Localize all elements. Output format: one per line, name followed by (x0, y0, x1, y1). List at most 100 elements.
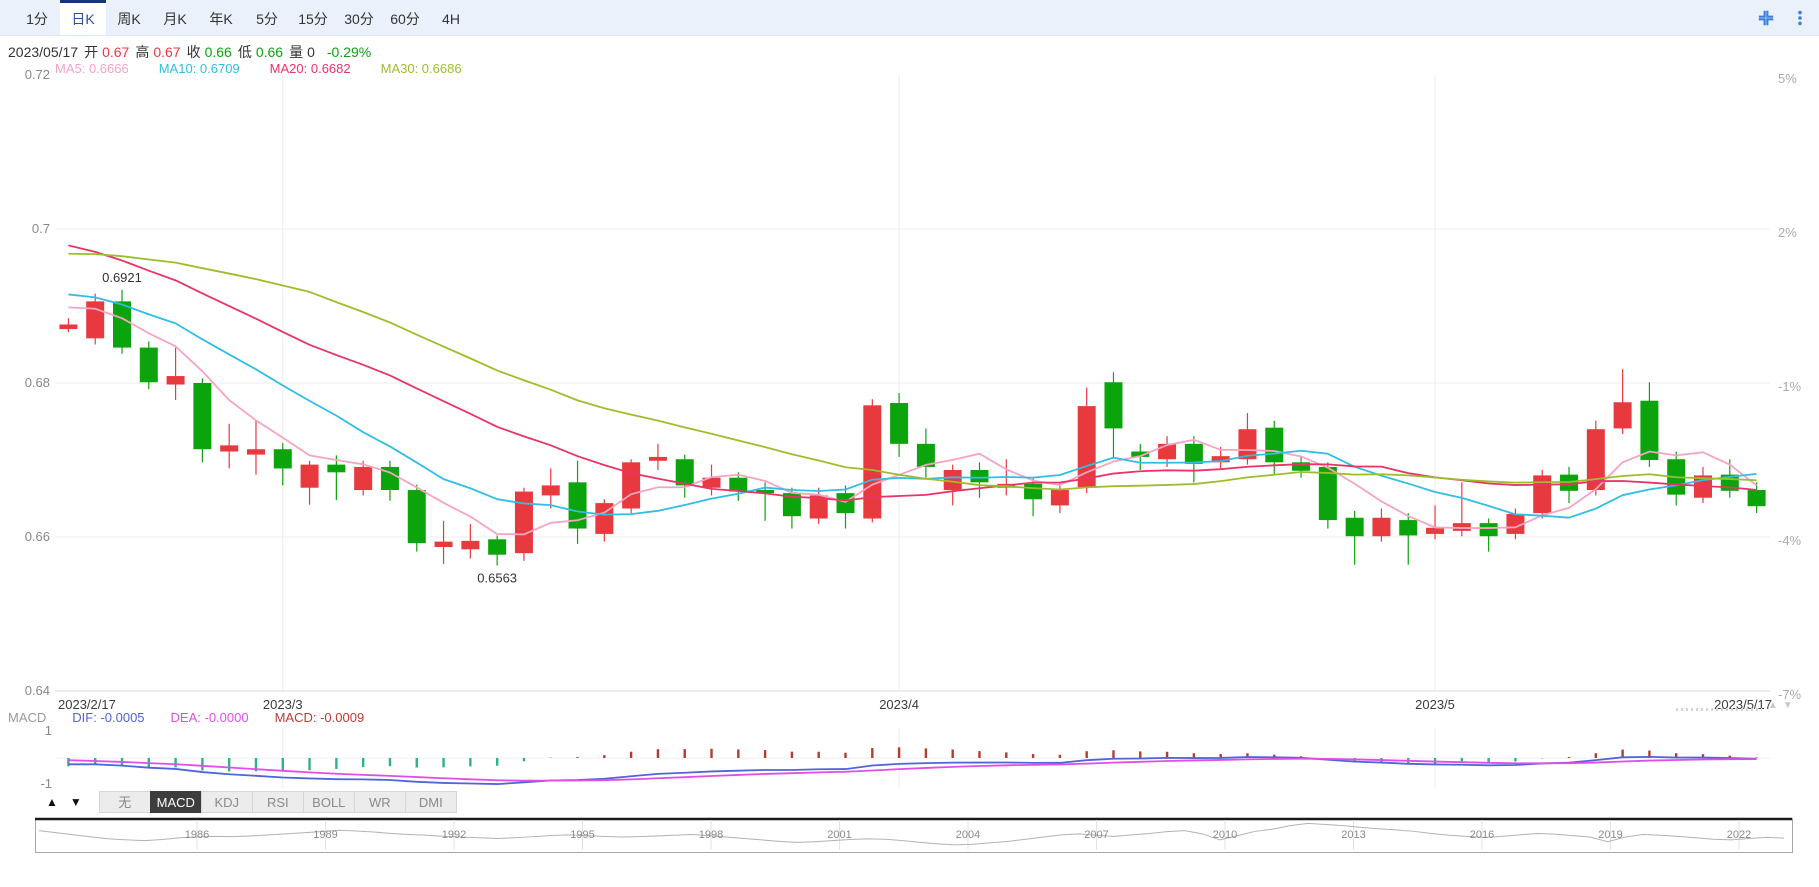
macd-scale-bottom: -1 (40, 776, 52, 791)
indicator-tab-MACD[interactable]: MACD (149, 791, 202, 813)
macd-legend: MACD DIF: -0.0005 DEA: -0.0000 MACD: -0.000… (8, 710, 416, 725)
x-tick: 2023/3 (262, 697, 303, 712)
annotation-0.6921: 0.6921 (102, 270, 142, 285)
ma5-legend: MA5: 0.6666 (55, 61, 129, 76)
candles: 0.6921 0.6563 (59, 270, 1766, 585)
timeframe-toolbar: 1分 日K 周K 月K 年K 5分 15分 30分 60分 4H (0, 0, 1819, 36)
nav-year-2010: 2010 (1212, 829, 1238, 841)
indicator-tab-KDJ[interactable]: KDJ (200, 791, 253, 813)
indicator-tabs: 无 MACD KDJ RSI BOLL WR DMI (98, 791, 457, 813)
macd-panel (55, 747, 1770, 785)
quote-change: -0.29% (326, 44, 372, 60)
ma20-line (68, 244, 1757, 502)
annotation-0.6563: 0.6563 (477, 570, 517, 585)
nav-year-2019: 2019 (1598, 829, 1623, 841)
dea-line (68, 757, 1757, 782)
nav-year-1995: 1995 (570, 829, 595, 841)
kebab-menu-icon[interactable] (1791, 9, 1809, 27)
timeframe-tab-9[interactable]: 60分 (390, 11, 420, 27)
ma5-line (68, 306, 1758, 536)
quote-summary: 2023/05/17 开 0.67 高 0.67 收 0.66 低 0.66 量 0 -0.29% (8, 42, 377, 62)
nav-year-1992: 1992 (441, 829, 467, 841)
price-tick: 0.64 (24, 683, 50, 698)
price-tick: 0.7 (31, 221, 50, 236)
nav-year-2022: 2022 (1726, 829, 1752, 841)
timeframe-tab-1[interactable]: 1分 (26, 11, 48, 27)
zoom-in-arrow[interactable]: ▲ (1768, 700, 1783, 711)
history-navigator[interactable] (35, 817, 1793, 853)
indicator-tab-BOLL[interactable]: BOLL (302, 791, 355, 813)
x-tick: 2023/4 (879, 697, 919, 712)
quote-field-value: 0.66 (204, 44, 232, 60)
indicator-tab-WR[interactable]: WR (353, 791, 406, 813)
price-tick: 0.66 (24, 529, 50, 544)
macd-item: DEA: -0.0000 (170, 710, 249, 725)
price-tick: 0.72 (24, 67, 50, 82)
navigator-frame (35, 818, 1793, 853)
x-tick: 2023/5 (1415, 697, 1455, 712)
ma30-line (68, 252, 1757, 491)
ma10-line (68, 293, 1757, 519)
zoom-dotted-track[interactable] (1676, 708, 1762, 711)
panel-up-arrow[interactable]: ▲ (46, 795, 58, 809)
indicator-tab-无[interactable]: 无 (98, 791, 151, 813)
quote-field-label: 量 (289, 44, 304, 60)
pct-tick: 5% (1778, 71, 1797, 86)
macd-item: DIF: -0.0005 (72, 710, 145, 725)
macd-item: MACD: -0.0009 (274, 710, 365, 725)
grid-lines (55, 75, 1770, 788)
quote-field-value: 0 (307, 44, 315, 60)
x-tick: 2023/2/17 (58, 697, 116, 712)
timeframe-tab-10[interactable]: 4H (442, 11, 460, 27)
quote-field-value: 0.67 (102, 44, 130, 60)
nav-year-1986: 1986 (184, 829, 210, 841)
timeframe-tab-7[interactable]: 15分 (298, 11, 328, 27)
nav-year-2007: 2007 (1084, 829, 1109, 841)
ma20-legend: MA20: 0.6682 (269, 61, 351, 76)
macd-title: MACD (8, 710, 47, 725)
timeframe-tab-5[interactable]: 年K (209, 11, 233, 27)
zoom-arrows[interactable]: ▲▼ (1768, 700, 1798, 711)
macd-scale-top: 1 (44, 723, 52, 738)
indicator-tab-DMI[interactable]: DMI (404, 791, 457, 813)
pct-tick: 2% (1778, 225, 1797, 240)
quote-field-value: 0.66 (255, 44, 284, 60)
timeframe-tab-3[interactable]: 周K (117, 11, 141, 27)
quote-field-label: 收 (186, 44, 201, 60)
ma10-legend: MA10: 0.6709 (158, 61, 240, 76)
collapse-icon[interactable] (1757, 9, 1775, 27)
pct-tick: -4% (1778, 533, 1802, 548)
nav-year-2004: 2004 (955, 829, 981, 841)
quote-field-label: 高 (135, 44, 150, 60)
price-tick: 0.68 (24, 375, 50, 390)
ma-lines (68, 244, 1758, 536)
ma30-legend: MA30: 0.6686 (380, 61, 462, 76)
timeframe-tabs: 1分 日K 周K 月K 年K 5分 15分 30分 60分 4H (14, 0, 474, 35)
nav-year-2001: 2001 (827, 829, 852, 841)
nav-sparkline (38, 822, 1785, 846)
quote-fields: 开 0.67 高 0.67 收 0.66 低 0.66 量 0 (84, 44, 321, 60)
zoom-out-arrow[interactable]: ▼ (1782, 700, 1798, 711)
ma-legend: MA5: 0.6666 MA10: 0.6709 MA20: 0.6682 MA30:… (55, 61, 492, 76)
quote-field-label: 低 (237, 44, 252, 60)
nav-year-2013: 2013 (1341, 829, 1366, 841)
nav-year-2016: 2016 (1469, 829, 1495, 841)
timeframe-tab-6[interactable]: 5分 (256, 11, 278, 27)
quote-date: 2023/05/17 (8, 44, 79, 60)
pct-tick: -7% (1778, 687, 1802, 702)
indicator-bar: ▲ ▼ 无 MACD KDJ RSI BOLL WR DMI (46, 790, 457, 814)
timeframe-tab-4[interactable]: 月K (163, 11, 187, 27)
timeframe-tab-8[interactable]: 30分 (344, 11, 374, 27)
macd-values: DIF: -0.0005 DEA: -0.0000 MACD: -0.0009 (72, 710, 390, 725)
nav-year-1989: 1989 (313, 829, 338, 841)
toolbar-actions (1757, 0, 1809, 35)
nav-year-1998: 1998 (698, 829, 724, 841)
dif-line (68, 755, 1757, 785)
indicator-tab-RSI[interactable]: RSI (251, 791, 304, 813)
panel-down-arrow[interactable]: ▼ (69, 795, 82, 809)
quote-field-value: 0.67 (153, 44, 181, 60)
timeframe-tab-2[interactable]: 日K (60, 0, 106, 35)
quote-field-label: 开 (84, 44, 99, 60)
pct-tick: -1% (1778, 379, 1802, 394)
